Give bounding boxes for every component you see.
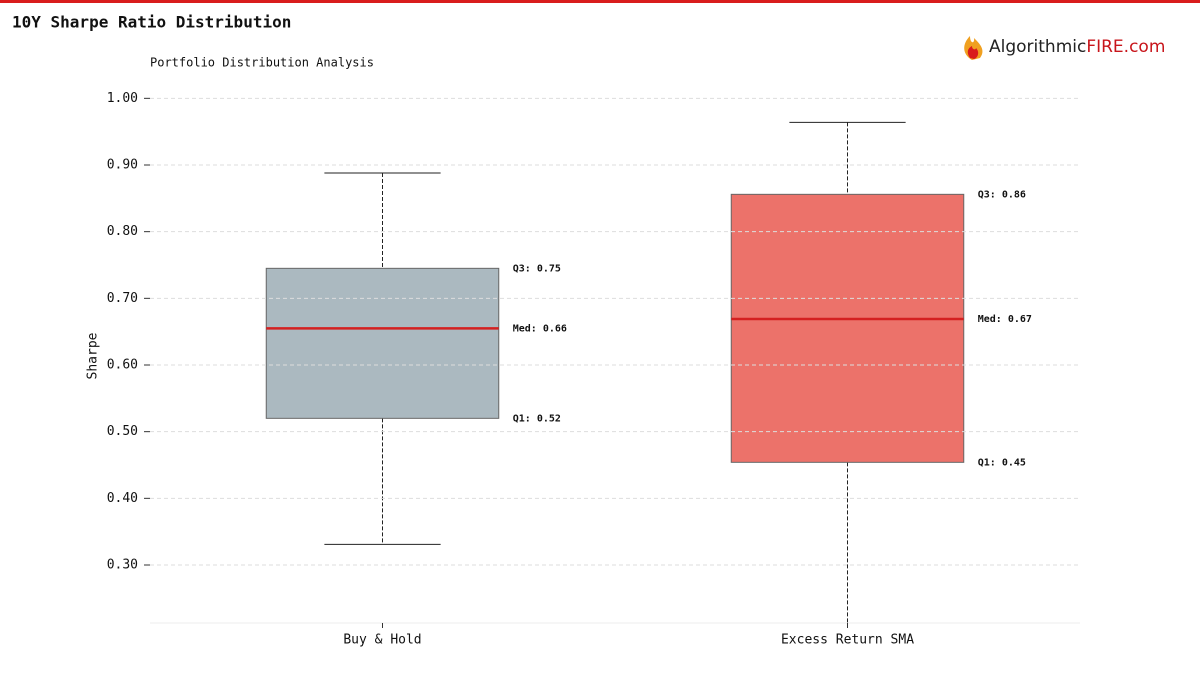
y-tick-label: 0.70 (107, 291, 138, 306)
logo-accent: FIRE.com (1086, 37, 1165, 57)
y-axis-label: Sharpe (86, 332, 101, 379)
y-tick-label: 0.30 (107, 558, 138, 573)
logo-text: AlgorithmicFIRE.com (989, 37, 1165, 57)
x-tick-label: Excess Return SMA (781, 633, 914, 648)
chart-subtitle: Portfolio Distribution Analysis (150, 56, 374, 70)
y-tick-label: 0.50 (107, 424, 138, 439)
plot-area (265, 121, 965, 623)
logo: AlgorithmicFIRE.com (964, 36, 1165, 60)
q3-label: Q3: 0.86 (978, 189, 1026, 200)
chart-title: 10Y Sharpe Ratio Distribution (12, 13, 291, 32)
q3-label: Q3: 0.75 (513, 263, 561, 274)
x-tick-label: Buy & Hold (343, 633, 421, 648)
y-tick-label: 0.60 (107, 358, 138, 373)
top-accent (0, 0, 1200, 3)
box (730, 193, 965, 463)
q1-label: Q1: 0.52 (513, 413, 561, 424)
box (265, 267, 500, 419)
y-tick-label: 1.00 (107, 91, 138, 106)
logo-main: Algorithmic (989, 37, 1086, 57)
median-label: Med: 0.67 (978, 314, 1032, 325)
y-tick-label: 0.80 (107, 224, 138, 239)
y-tick-label: 0.40 (107, 491, 138, 506)
logo-flame-inner (967, 46, 979, 59)
q1-label: Q1: 0.45 (978, 457, 1026, 468)
y-tick-label: 0.90 (107, 158, 138, 173)
median-label: Med: 0.66 (513, 323, 567, 334)
